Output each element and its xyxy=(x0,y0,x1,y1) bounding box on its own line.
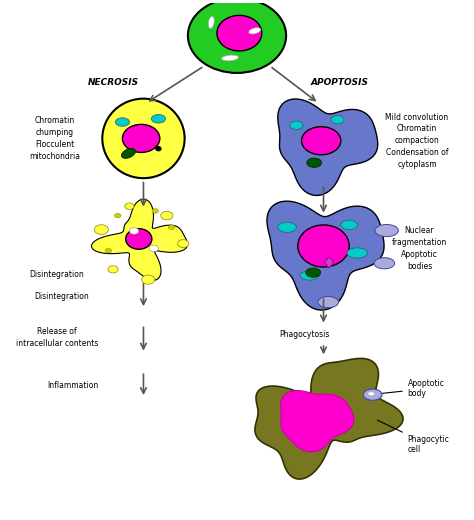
Text: Phagocytosis: Phagocytosis xyxy=(279,330,329,340)
Ellipse shape xyxy=(125,203,134,210)
Ellipse shape xyxy=(374,258,395,269)
Text: Nuclear
fragmentation
Apoptotic
bodies: Nuclear fragmentation Apoptotic bodies xyxy=(392,226,447,270)
Ellipse shape xyxy=(375,225,398,237)
Ellipse shape xyxy=(121,148,136,158)
Ellipse shape xyxy=(331,115,344,124)
Ellipse shape xyxy=(217,16,262,51)
Ellipse shape xyxy=(114,213,121,218)
Ellipse shape xyxy=(290,121,303,129)
Ellipse shape xyxy=(151,114,165,123)
Ellipse shape xyxy=(222,55,238,61)
Text: Mild convolution
Chromatin
compaction
Condensation of
cytoplasm: Mild convolution Chromatin compaction Co… xyxy=(385,113,448,169)
Text: NECROSIS: NECROSIS xyxy=(88,78,138,87)
Ellipse shape xyxy=(298,225,349,267)
Text: Chromatin
chumping
Flocculent
mitochondria: Chromatin chumping Flocculent mitochondr… xyxy=(29,116,80,161)
Text: Disintegration: Disintegration xyxy=(29,270,84,279)
Ellipse shape xyxy=(368,392,374,396)
Ellipse shape xyxy=(161,211,173,220)
Polygon shape xyxy=(278,99,378,196)
Ellipse shape xyxy=(108,266,118,273)
Ellipse shape xyxy=(142,275,155,284)
Text: Release of
intracellular contents: Release of intracellular contents xyxy=(16,327,98,347)
Ellipse shape xyxy=(188,0,286,73)
Ellipse shape xyxy=(306,268,321,277)
Ellipse shape xyxy=(301,127,341,155)
Text: Inflammation: Inflammation xyxy=(48,381,99,390)
Ellipse shape xyxy=(155,146,161,151)
Ellipse shape xyxy=(318,296,338,308)
Ellipse shape xyxy=(341,220,358,230)
Ellipse shape xyxy=(363,389,382,400)
Text: Disintegration: Disintegration xyxy=(34,292,89,301)
Ellipse shape xyxy=(129,228,139,235)
Ellipse shape xyxy=(105,249,112,253)
Ellipse shape xyxy=(178,240,189,248)
Ellipse shape xyxy=(249,28,261,34)
Ellipse shape xyxy=(300,271,319,280)
Ellipse shape xyxy=(102,99,184,178)
Polygon shape xyxy=(325,257,334,268)
Ellipse shape xyxy=(168,225,175,230)
Polygon shape xyxy=(255,358,403,479)
Polygon shape xyxy=(281,391,354,452)
Text: APOPTOSIS: APOPTOSIS xyxy=(311,78,369,87)
Ellipse shape xyxy=(149,245,158,252)
Text: Phagocytic
cell: Phagocytic cell xyxy=(377,420,449,454)
Ellipse shape xyxy=(278,222,296,232)
Ellipse shape xyxy=(126,229,152,249)
Text: Apoptotic
body: Apoptotic body xyxy=(382,379,445,398)
Ellipse shape xyxy=(307,158,322,167)
Ellipse shape xyxy=(347,248,367,258)
Ellipse shape xyxy=(122,124,160,152)
Ellipse shape xyxy=(152,209,158,213)
Polygon shape xyxy=(267,201,384,310)
Polygon shape xyxy=(91,199,188,280)
Ellipse shape xyxy=(115,118,129,126)
Ellipse shape xyxy=(208,17,214,29)
Ellipse shape xyxy=(94,225,109,235)
